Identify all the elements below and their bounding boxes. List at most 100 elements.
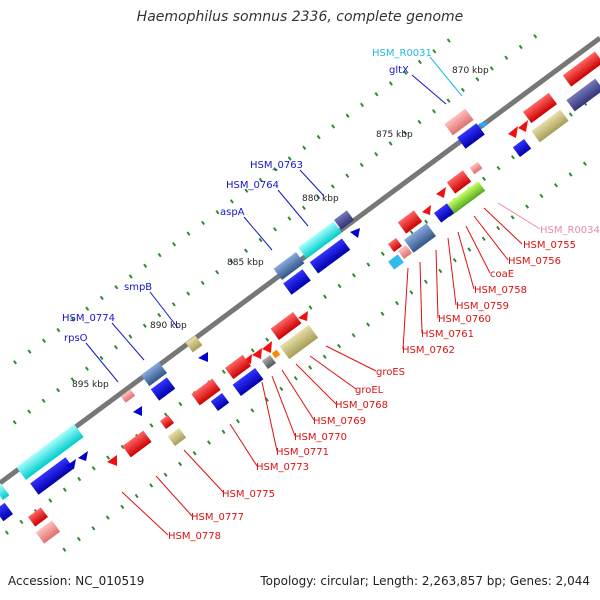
gene-feature[interactable] bbox=[120, 389, 136, 403]
tick-dot bbox=[432, 109, 436, 114]
tick-dot bbox=[446, 38, 451, 43]
gene-label[interactable]: HSM_0774 bbox=[62, 313, 115, 324]
tick-dot bbox=[467, 247, 472, 252]
gene-label[interactable]: HSM_R0031 bbox=[372, 48, 432, 59]
tick-dot bbox=[149, 423, 154, 428]
tick-dot bbox=[186, 231, 191, 236]
gene-feature[interactable] bbox=[30, 457, 74, 495]
gene-feature[interactable] bbox=[0, 483, 10, 501]
tick-dot bbox=[178, 401, 183, 407]
gene-feature[interactable] bbox=[232, 368, 264, 396]
gene-feature[interactable] bbox=[271, 349, 281, 359]
gene-feature[interactable] bbox=[562, 51, 600, 87]
arrow-feature bbox=[478, 121, 488, 128]
kbp-tick-label: 875 kbp bbox=[376, 130, 413, 140]
gene-label[interactable]: HSM_0773 bbox=[256, 462, 309, 473]
arrow-feature bbox=[133, 406, 142, 416]
gene-label[interactable]: HSM_0778 bbox=[168, 531, 221, 542]
gene-feature[interactable] bbox=[185, 335, 203, 353]
gene-label[interactable]: groES bbox=[376, 367, 405, 378]
gene-feature[interactable] bbox=[398, 245, 412, 259]
gene-label[interactable]: HSM_0762 bbox=[402, 345, 455, 356]
tick-dot bbox=[250, 408, 255, 413]
gene-label[interactable]: HSM_R0034 bbox=[540, 225, 600, 236]
gene-feature[interactable] bbox=[283, 269, 311, 295]
gene-label[interactable]: HSM_0759 bbox=[456, 301, 509, 312]
tick-dot bbox=[403, 130, 408, 136]
gene-feature[interactable] bbox=[457, 123, 485, 149]
tick-dot bbox=[244, 248, 248, 253]
genome-summary-text: Topology: circular; Length: 2,263,857 bp… bbox=[260, 574, 590, 588]
gene-feature[interactable] bbox=[16, 424, 84, 480]
gene-label[interactable]: HSM_0763 bbox=[250, 160, 303, 171]
tick-dot bbox=[157, 312, 162, 318]
gene-label[interactable]: HSM_0756 bbox=[508, 256, 561, 267]
gene-label[interactable]: HSM_0761 bbox=[421, 329, 474, 340]
gene-feature[interactable] bbox=[270, 312, 302, 340]
gene-feature[interactable] bbox=[167, 428, 187, 446]
gene-feature[interactable] bbox=[446, 170, 472, 194]
gene-feature[interactable] bbox=[444, 108, 474, 136]
arrow-feature bbox=[436, 187, 446, 198]
gene-label[interactable]: aspA bbox=[220, 207, 245, 218]
gene-label[interactable]: HSM_0758 bbox=[474, 285, 527, 296]
gene-feature[interactable] bbox=[403, 223, 437, 253]
tick-dot bbox=[293, 375, 298, 381]
tick-dot bbox=[157, 252, 162, 258]
gene-feature[interactable] bbox=[122, 430, 152, 458]
gene-label[interactable]: groEL bbox=[355, 385, 384, 396]
gene-feature[interactable] bbox=[298, 221, 342, 259]
gene-feature[interactable] bbox=[191, 378, 221, 406]
tick-dot bbox=[171, 302, 176, 307]
tick-dot bbox=[380, 311, 385, 317]
gene-label[interactable]: HSM_0755 bbox=[523, 240, 576, 251]
gene-label[interactable]: rpsO bbox=[64, 333, 88, 344]
gene-label[interactable]: gltX bbox=[389, 65, 409, 76]
gene-label[interactable]: HSM_0771 bbox=[276, 447, 329, 458]
gene-feature[interactable] bbox=[531, 109, 569, 143]
gene-label[interactable]: HSM_0769 bbox=[313, 416, 366, 427]
gene-label[interactable]: HSM_0770 bbox=[294, 432, 347, 443]
gene-label[interactable]: HSM_0775 bbox=[222, 489, 275, 500]
gene-feature[interactable] bbox=[0, 502, 13, 522]
kbp-tick-label: 890 kbp bbox=[150, 321, 187, 331]
gene-feature[interactable] bbox=[210, 393, 230, 411]
gene-feature[interactable] bbox=[397, 210, 423, 234]
gene-feature[interactable] bbox=[309, 238, 351, 274]
tick-dot bbox=[235, 418, 240, 424]
gene-feature[interactable] bbox=[334, 210, 354, 230]
tick-dot bbox=[113, 344, 118, 350]
gene-feature[interactable] bbox=[150, 377, 176, 401]
tick-dot bbox=[27, 409, 32, 414]
gene-feature[interactable] bbox=[388, 254, 404, 270]
gene-feature[interactable] bbox=[442, 181, 486, 217]
gene-feature[interactable] bbox=[35, 520, 61, 544]
kbp-tick-labels: 870 kbp 875 kbp 880 kbp 885 kbp 890 kbp … bbox=[72, 66, 489, 390]
tick-dot bbox=[510, 215, 515, 220]
gene-feature[interactable] bbox=[512, 139, 532, 157]
gene-feature[interactable] bbox=[522, 92, 558, 124]
gene-feature[interactable] bbox=[28, 507, 48, 527]
tick-dot bbox=[192, 450, 197, 456]
gene-label[interactable]: HSM_0777 bbox=[191, 512, 244, 523]
gene-feature[interactable] bbox=[224, 354, 252, 380]
gene-label[interactable]: HSM_0760 bbox=[438, 314, 491, 325]
tick-dot bbox=[322, 354, 327, 359]
gene-feature[interactable] bbox=[140, 361, 168, 387]
gene-feature[interactable] bbox=[388, 238, 402, 252]
gene-label[interactable]: smpB bbox=[124, 282, 152, 293]
gene-feature[interactable] bbox=[262, 355, 276, 369]
gene-feature[interactable] bbox=[273, 252, 305, 280]
gene-label[interactable]: coaE bbox=[490, 269, 514, 280]
gene-feature[interactable] bbox=[469, 161, 483, 175]
tick-dot bbox=[99, 295, 104, 301]
gene-feature[interactable] bbox=[160, 415, 174, 429]
gene-feature[interactable] bbox=[279, 324, 319, 360]
gene-feature[interactable] bbox=[566, 78, 600, 112]
gene-feature[interactable] bbox=[434, 203, 454, 223]
gene-label[interactable]: HSM_0768 bbox=[335, 400, 388, 411]
arrow-feature bbox=[66, 459, 76, 469]
tick-dot bbox=[359, 162, 364, 168]
tick-dot bbox=[221, 429, 226, 435]
gene-label[interactable]: HSM_0764 bbox=[226, 180, 279, 191]
